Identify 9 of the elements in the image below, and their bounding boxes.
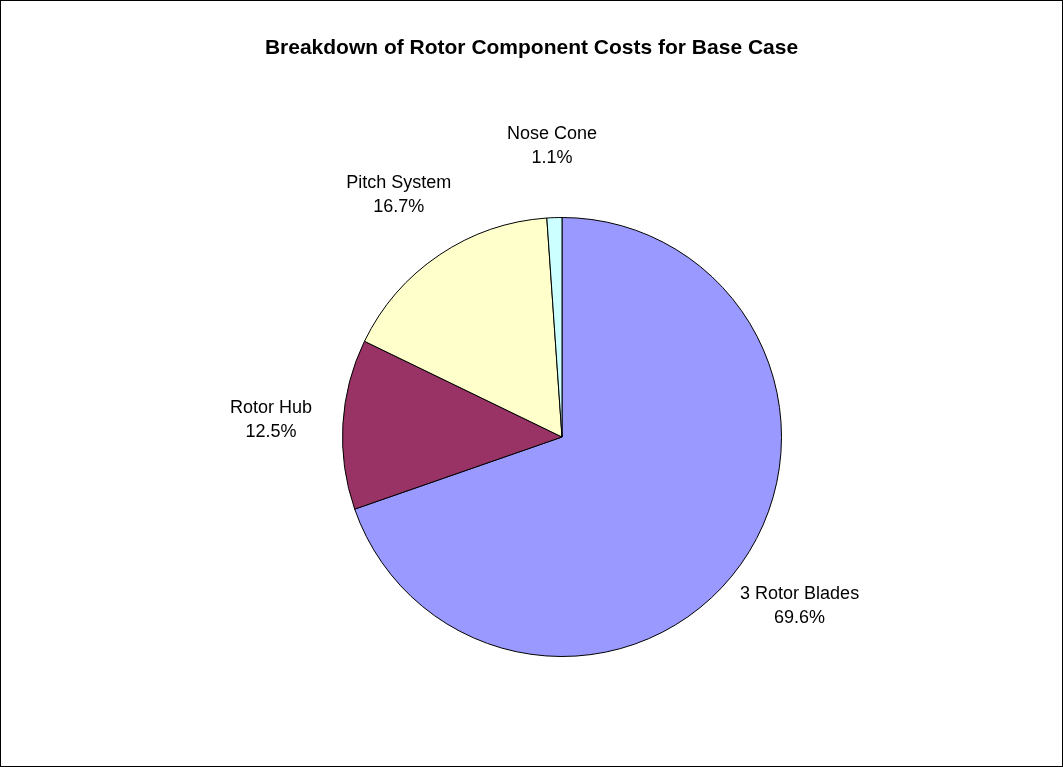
slice-label: Nose Cone (506, 122, 597, 143)
data-label: 69.6% (774, 606, 826, 627)
data-label: 16.7% (373, 196, 425, 217)
chart-title: Breakdown of Rotor Component Costs for Base Case (263, 35, 800, 59)
slice-label: 3 Rotor Blades (740, 582, 860, 603)
data-label: 12.5% (245, 421, 297, 442)
slice-label: Pitch System (346, 172, 452, 193)
slice-label: Rotor Hub (229, 397, 313, 418)
data-label: 1.1% (531, 146, 573, 167)
